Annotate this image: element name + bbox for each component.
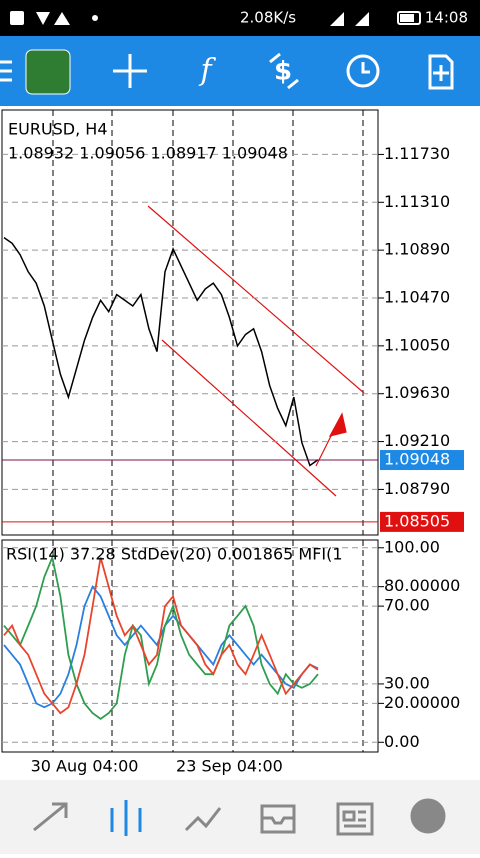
price-line bbox=[3, 236, 319, 467]
main-chart-frame bbox=[1, 109, 379, 536]
toolbar-icons bbox=[0, 49, 454, 95]
period-separators bbox=[52, 110, 364, 752]
indicator-line bbox=[3, 557, 319, 715]
y-tick-label: 1.11310 bbox=[384, 192, 450, 211]
crosshair-button[interactable] bbox=[113, 54, 147, 88]
net-speed: 2.08K/s bbox=[240, 9, 296, 27]
news-tab[interactable] bbox=[336, 802, 374, 836]
history-button[interactable] bbox=[346, 54, 380, 88]
price-badge-label: 1.08505 bbox=[384, 511, 450, 530]
chat-tab[interactable] bbox=[410, 798, 446, 834]
x-tick-label: 30 Aug 04:00 bbox=[31, 757, 139, 776]
y-tick-label: 1.10050 bbox=[384, 335, 450, 354]
y-tick-label: 1.10470 bbox=[384, 288, 450, 307]
trade-button[interactable] bbox=[269, 52, 299, 90]
indicator-line bbox=[3, 554, 319, 721]
indicator-frame bbox=[1, 539, 379, 753]
status-icons bbox=[10, 11, 421, 26]
plots: 1.11730 1.11310 1.10890 1.10470 1.10050 1.096… bbox=[2, 144, 464, 776]
chart-title: EURUSD, H4 bbox=[8, 120, 108, 139]
x-tick-label: 23 Sep 04:00 bbox=[176, 757, 283, 776]
y-tick-label: 1.08790 bbox=[384, 479, 450, 498]
price-badge bbox=[380, 511, 464, 532]
bottom-nav bbox=[0, 780, 480, 854]
trade-tab[interactable] bbox=[184, 807, 222, 832]
price-badge bbox=[380, 450, 464, 471]
toolbar bbox=[0, 36, 480, 106]
y-tick-label: 1.09630 bbox=[384, 383, 450, 402]
history-tab[interactable] bbox=[260, 804, 296, 834]
trend-channel bbox=[147, 205, 365, 497]
app-logo[interactable] bbox=[25, 49, 71, 95]
ohlc: 1.08932 1.09056 1.08917 1.09048 bbox=[8, 144, 288, 163]
y-tick-label: 1.10890 bbox=[384, 240, 450, 259]
indicator-title: RSI(14) 37.28 StdDev(20) 0.001865 MFI(1 bbox=[6, 545, 343, 564]
trade-icon: $ bbox=[274, 57, 292, 87]
clock: 14:08 bbox=[425, 9, 468, 27]
bottom-nav-icons bbox=[33, 798, 446, 836]
y-tick-label: 1.11730 bbox=[384, 144, 450, 163]
new-order-button[interactable] bbox=[428, 54, 454, 90]
y-tick-label: 70.00 bbox=[384, 596, 430, 615]
price-badge-label: 1.09048 bbox=[384, 450, 450, 469]
y-tick-label: 0.00 bbox=[384, 732, 420, 751]
quotes-tab[interactable] bbox=[33, 802, 68, 832]
y-tick-label: 80.00000 bbox=[384, 576, 460, 595]
y-tick-label: 20.00000 bbox=[384, 693, 460, 712]
y-tick-label: 100.00 bbox=[384, 537, 440, 556]
chart-tab[interactable] bbox=[110, 800, 142, 836]
y-tick-label: 1.09210 bbox=[384, 431, 450, 450]
menu-button[interactable] bbox=[0, 60, 12, 82]
y-tick-label: 30.00 bbox=[384, 673, 430, 692]
